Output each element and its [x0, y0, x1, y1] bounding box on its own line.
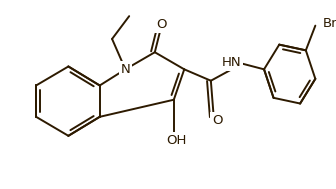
Text: Br: Br: [323, 17, 336, 30]
Text: O: O: [156, 18, 167, 31]
Text: N: N: [121, 63, 130, 76]
Text: HN: HN: [222, 56, 241, 69]
Text: OH: OH: [166, 134, 187, 147]
Text: O: O: [212, 114, 223, 127]
